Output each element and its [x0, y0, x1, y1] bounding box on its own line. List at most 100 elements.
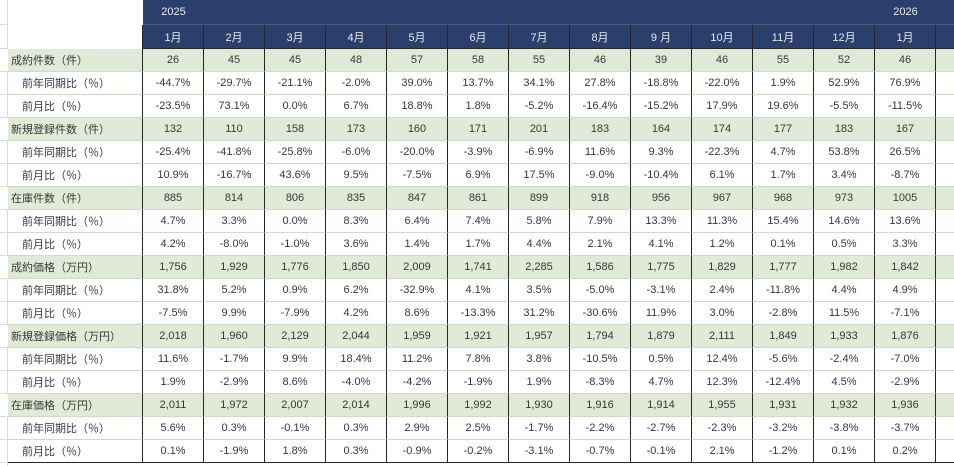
row-label-cell[interactable]: 前月比（％） — [8, 95, 143, 118]
month-header-cell-6[interactable]: 6月 — [448, 25, 509, 49]
data-cell[interactable]: 4.2% — [326, 302, 387, 325]
data-cell[interactable]: -5.2% — [509, 95, 570, 118]
data-cell[interactable]: 14.6% — [814, 210, 875, 233]
data-cell[interactable]: 17.5% — [509, 164, 570, 187]
month-header-cell-7[interactable]: 7月 — [509, 25, 570, 49]
data-cell[interactable]: 4.4% — [814, 279, 875, 302]
data-cell[interactable]: -20.0% — [387, 141, 448, 164]
data-cell[interactable]: 1,849 — [753, 325, 814, 348]
data-cell[interactable]: -5.0% — [570, 279, 631, 302]
year-2026-cell[interactable]: 2026 — [893, 6, 918, 18]
data-cell[interactable]: 46 — [875, 49, 936, 72]
data-cell[interactable]: 1,794 — [570, 325, 631, 348]
data-cell[interactable]: -0.7% — [570, 440, 631, 463]
row-label-cell[interactable]: 前年同期比（％） — [8, 141, 143, 164]
data-cell[interactable]: -30.6% — [570, 302, 631, 325]
data-cell[interactable]: 3.3% — [875, 233, 936, 256]
data-cell[interactable]: 4.7% — [753, 141, 814, 164]
data-cell[interactable]: 164 — [631, 118, 692, 141]
data-cell[interactable]: 2.4% — [692, 279, 753, 302]
month-header-cell-5[interactable]: 5月 — [387, 25, 448, 49]
data-cell[interactable]: 39.0% — [387, 72, 448, 95]
data-cell[interactable]: 73.1% — [204, 95, 265, 118]
row-label-cell[interactable]: 前年同期比（％） — [8, 210, 143, 233]
row-label-cell[interactable]: 前月比（％） — [8, 233, 143, 256]
row-label-cell[interactable]: 前月比（％） — [8, 371, 143, 394]
data-cell[interactable]: -8.0% — [204, 233, 265, 256]
data-cell[interactable]: 1,932 — [814, 394, 875, 417]
data-cell[interactable]: -4.0% — [326, 371, 387, 394]
data-cell[interactable]: 1,931 — [753, 394, 814, 417]
data-cell[interactable]: 1,586 — [570, 256, 631, 279]
data-cell[interactable]: -11.5% — [875, 95, 936, 118]
data-cell[interactable]: 57 — [387, 49, 448, 72]
row-label-cell[interactable]: 前年同期比（％） — [8, 279, 143, 302]
data-cell[interactable]: 1,992 — [448, 394, 509, 417]
data-cell[interactable]: 6.9% — [448, 164, 509, 187]
data-cell[interactable]: 10.9% — [143, 164, 204, 187]
data-cell[interactable]: -3.1% — [509, 440, 570, 463]
data-cell[interactable]: 52 — [814, 49, 875, 72]
data-cell[interactable]: -32.9% — [387, 279, 448, 302]
data-cell[interactable]: 8.3% — [326, 210, 387, 233]
row-label-cell[interactable]: 前月比（％） — [8, 302, 143, 325]
data-cell[interactable]: 39 — [631, 49, 692, 72]
data-cell[interactable]: 53.8% — [814, 141, 875, 164]
data-cell[interactable]: -2.9% — [204, 371, 265, 394]
data-cell[interactable]: 13.7% — [448, 72, 509, 95]
data-cell[interactable]: 171 — [448, 118, 509, 141]
data-cell[interactable]: -2.3% — [692, 417, 753, 440]
data-cell[interactable]: 3.4% — [814, 164, 875, 187]
data-cell[interactable]: 0.3% — [326, 417, 387, 440]
row-label-cell[interactable]: 前月比（％） — [8, 164, 143, 187]
data-cell[interactable]: -3.1% — [631, 279, 692, 302]
data-cell[interactable]: 2.9% — [387, 417, 448, 440]
data-cell[interactable]: 1,959 — [387, 325, 448, 348]
data-cell[interactable]: 1,776 — [265, 256, 326, 279]
data-cell[interactable]: -10.5% — [570, 348, 631, 371]
data-cell[interactable]: -0.1% — [265, 417, 326, 440]
data-cell[interactable]: -1.2% — [753, 440, 814, 463]
data-cell[interactable]: 1,929 — [204, 256, 265, 279]
data-cell[interactable]: 0.0% — [265, 95, 326, 118]
data-cell[interactable]: 4.7% — [631, 371, 692, 394]
data-cell[interactable]: 9.9% — [204, 302, 265, 325]
data-cell[interactable]: -7.5% — [387, 164, 448, 187]
data-cell[interactable]: 45 — [265, 49, 326, 72]
data-cell[interactable]: 835 — [326, 187, 387, 210]
data-cell[interactable]: 5.6% — [143, 417, 204, 440]
data-cell[interactable]: 18.8% — [387, 95, 448, 118]
data-cell[interactable]: -9.0% — [570, 164, 631, 187]
data-cell[interactable]: 1,914 — [631, 394, 692, 417]
data-cell[interactable]: 0.5% — [631, 348, 692, 371]
data-cell[interactable]: -5.6% — [753, 348, 814, 371]
data-cell[interactable]: -1.9% — [448, 371, 509, 394]
data-cell[interactable]: 4.7% — [143, 210, 204, 233]
data-cell[interactable]: -41.8% — [204, 141, 265, 164]
month-header-cell-3[interactable]: 3月 — [265, 25, 326, 49]
data-cell[interactable]: 7.8% — [448, 348, 509, 371]
data-cell[interactable]: -3.7% — [875, 417, 936, 440]
data-cell[interactable]: -16.4% — [570, 95, 631, 118]
data-cell[interactable]: 201 — [509, 118, 570, 141]
data-cell[interactable]: -0.9% — [387, 440, 448, 463]
row-label-cell[interactable]: 前年同期比（％） — [8, 72, 143, 95]
row-label-cell[interactable]: 新規登録件数（件） — [8, 118, 143, 141]
data-cell[interactable]: 4.1% — [631, 233, 692, 256]
data-cell[interactable]: 8.6% — [265, 371, 326, 394]
row-label-cell[interactable]: 成約件数（件） — [8, 49, 143, 72]
month-header-cell-2[interactable]: 2月 — [204, 25, 265, 49]
data-cell[interactable]: 12.3% — [692, 371, 753, 394]
data-cell[interactable]: 26 — [143, 49, 204, 72]
data-cell[interactable]: -25.8% — [265, 141, 326, 164]
data-cell[interactable]: 48 — [326, 49, 387, 72]
data-cell[interactable]: -5.5% — [814, 95, 875, 118]
row-label-cell[interactable]: 前年同期比（％） — [8, 417, 143, 440]
data-cell[interactable]: 1.4% — [387, 233, 448, 256]
data-cell[interactable]: 3.5% — [509, 279, 570, 302]
row-label-cell[interactable]: 新規登録価格（万円） — [8, 325, 143, 348]
data-cell[interactable]: 0.9% — [265, 279, 326, 302]
data-cell[interactable]: 160 — [387, 118, 448, 141]
data-cell[interactable]: 2,285 — [509, 256, 570, 279]
data-cell[interactable]: 2.1% — [692, 440, 753, 463]
